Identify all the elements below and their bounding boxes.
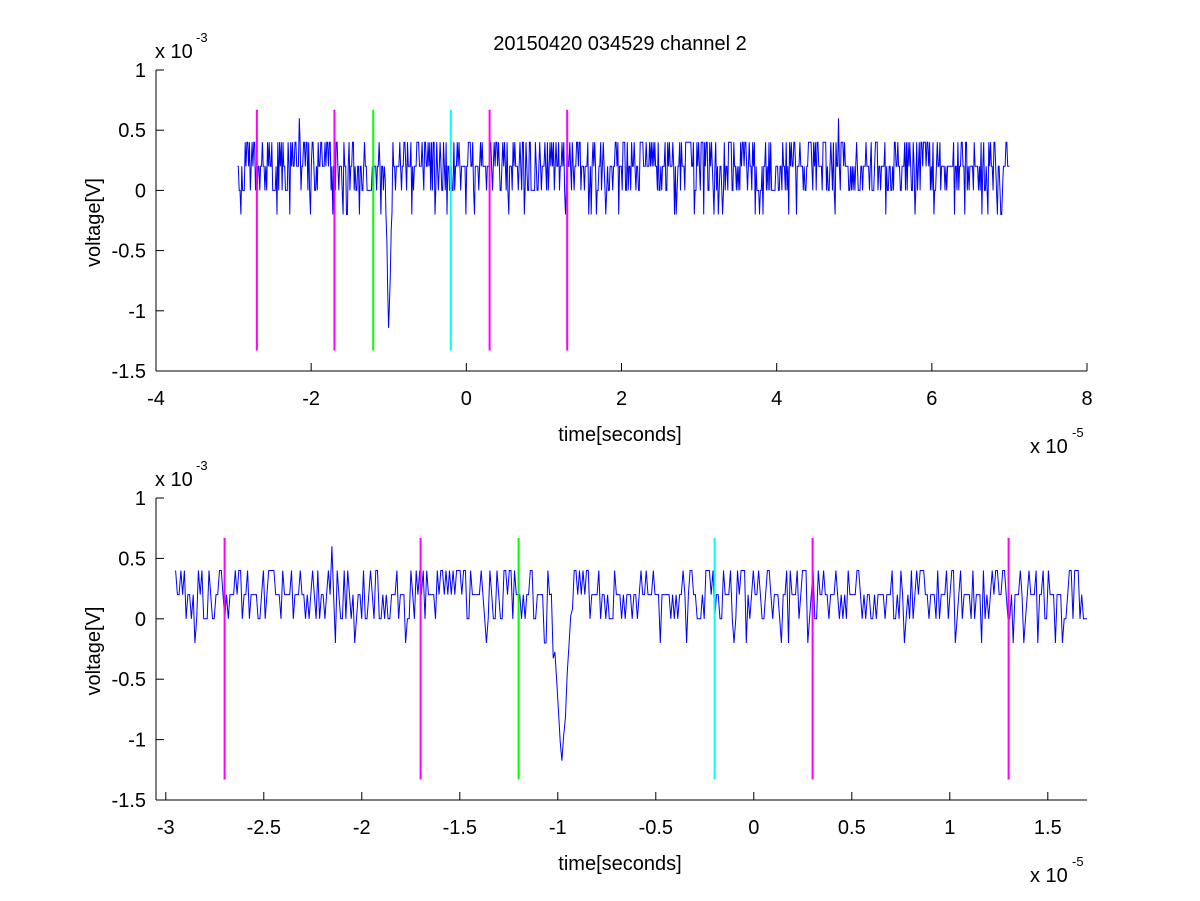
y-axis-label: voltage[V] (83, 178, 105, 267)
y-exponent-label: x 10 (155, 469, 193, 491)
x-tick-label: -0.5 (639, 817, 673, 839)
x-tick-label: -1.5 (443, 817, 477, 839)
y-exponent-power: -3 (196, 30, 208, 45)
x-tick-label: -2 (302, 388, 320, 410)
y-tick-label: 0.5 (118, 548, 146, 570)
x-tick-label: 8 (1081, 388, 1092, 410)
x-tick-label: 0 (461, 388, 472, 410)
y-exponent-power: -3 (196, 458, 208, 473)
y-tick-label: -1 (128, 730, 146, 752)
y-axis-label: voltage[V] (83, 607, 105, 696)
y-tick-label: -1 (128, 301, 146, 323)
x-tick-label: -3 (157, 817, 175, 839)
x-tick-label: 0.5 (838, 817, 866, 839)
x-tick-label: 4 (771, 388, 782, 410)
y-tick-label: 0 (135, 609, 146, 631)
bottom-plot: -3 -2.5 -2 -1.5 -1 -0.5 0 0.5 1 1.5 -1.5 -1 -0.5 0 0.5… (83, 458, 1087, 887)
x-tick-label: 1 (944, 817, 955, 839)
figure-title: 20150420 034529 channel 2 (493, 33, 747, 55)
x-tick-label: 0 (748, 817, 759, 839)
x-axis-label: time[seconds] (558, 424, 681, 446)
x-exponent-power: -5 (1072, 425, 1084, 440)
x-exponent-label: x 10 (1030, 436, 1068, 458)
x-exponent-power: -5 (1072, 854, 1084, 869)
x-tick-label: 1.5 (1034, 817, 1062, 839)
x-tick-label: -2.5 (247, 817, 281, 839)
x-exponent-label: x 10 (1030, 865, 1068, 887)
y-exponent-label: x 10 (155, 41, 193, 63)
y-tick-label: 1 (135, 60, 146, 82)
x-axis-label: time[seconds] (558, 853, 681, 875)
y-tick-label: 0.5 (118, 120, 146, 142)
y-tick-label: 1 (135, 488, 146, 510)
top-plot: -4 -2 0 2 4 6 8 -1.5 -1 -0.5 0 0.5 1 time[seconds] vol… (83, 30, 1093, 458)
x-tick-label: 2 (616, 388, 627, 410)
y-tick-label: -1.5 (112, 361, 146, 383)
x-tick-label: -2 (353, 817, 371, 839)
y-tick-label: -1.5 (112, 790, 146, 812)
y-tick-label: -0.5 (112, 669, 146, 691)
x-tick-label: -4 (147, 388, 165, 410)
y-tick-label: -0.5 (112, 241, 146, 263)
y-tick-label: 0 (135, 180, 146, 202)
signal-trace (175, 546, 1087, 761)
x-tick-label: -1 (549, 817, 567, 839)
signal-trace (237, 118, 1010, 328)
x-tick-label: 6 (926, 388, 937, 410)
